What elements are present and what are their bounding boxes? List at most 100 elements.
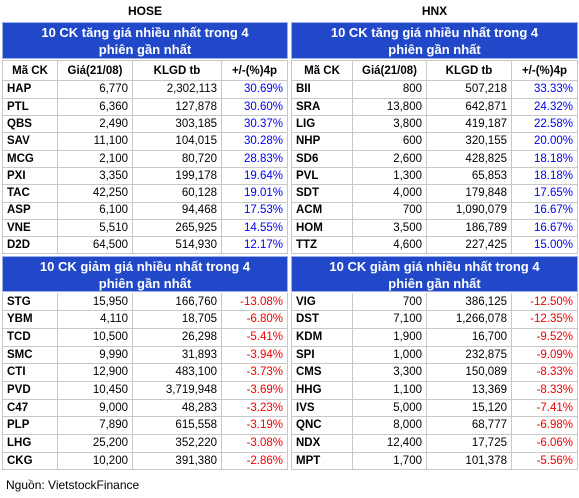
ticker: VIG — [291, 293, 353, 312]
column-header: Mã CK — [291, 60, 353, 81]
cell-value: 6,770 — [58, 81, 133, 99]
cell-value: -8.33% — [512, 363, 578, 382]
cell-value: 6,360 — [58, 98, 133, 117]
cell-value: 12,400 — [353, 434, 427, 453]
cell-value: -5.41% — [222, 328, 288, 347]
cell-value: 10,200 — [58, 452, 133, 471]
cell-value: 42,250 — [58, 184, 133, 203]
cell-value: -8.33% — [512, 381, 578, 400]
exchange-label: HOSE — [127, 4, 162, 18]
cell-value: 15,120 — [427, 399, 512, 418]
ticker: PVL — [291, 167, 353, 186]
cell-value: -9.09% — [512, 346, 578, 365]
cell-value: 127,878 — [133, 98, 222, 117]
cell-value: 60,128 — [133, 184, 222, 203]
cell-value: 25,200 — [58, 434, 133, 453]
cell-value: -5.56% — [512, 452, 578, 471]
ticker: TTZ — [291, 236, 353, 255]
cell-value: 1,000 — [353, 346, 427, 365]
cell-value: 1,900 — [353, 328, 427, 347]
cell-value: 179,848 — [427, 184, 512, 203]
ticker: C47 — [2, 399, 58, 418]
cell-value: 24.32% — [512, 98, 578, 117]
cell-value: 17.53% — [222, 202, 288, 220]
exchange-label: HNX — [421, 4, 448, 18]
cell-value: -3.23% — [222, 399, 288, 418]
cell-value: -2.86% — [222, 452, 288, 471]
cell-value: -12.50% — [512, 293, 578, 312]
cell-value: 13,800 — [353, 98, 427, 117]
ticker: HHG — [291, 381, 353, 400]
cell-value: -6.06% — [512, 434, 578, 453]
cell-value: 265,925 — [133, 219, 222, 238]
column-header: +/-(%)4p — [222, 60, 288, 81]
column-header: +/-(%)4p — [512, 60, 578, 81]
ticker: SDT — [291, 184, 353, 203]
ticker: PTL — [2, 98, 58, 117]
cell-value: 22.58% — [512, 115, 578, 134]
cell-value: -3.94% — [222, 346, 288, 365]
cell-value: 19.64% — [222, 167, 288, 186]
ticker: SAV — [2, 132, 58, 151]
cell-value: 18.18% — [512, 150, 578, 168]
cell-value: 6,100 — [58, 202, 133, 220]
ticker: PVD — [2, 381, 58, 400]
cell-value: 5,510 — [58, 219, 133, 238]
cell-value: 94,468 — [133, 202, 222, 220]
cell-value: -12.35% — [512, 310, 578, 329]
source: Nguồn: VietstockFinance — [6, 478, 140, 492]
ticker: DST — [291, 310, 353, 329]
cell-value: 10,500 — [58, 328, 133, 347]
cell-value: 4,600 — [353, 236, 427, 255]
cell-value: 18,705 — [133, 310, 222, 329]
ticker: VNE — [2, 219, 58, 238]
ticker: MPT — [291, 452, 353, 471]
ticker: D2D — [2, 236, 58, 255]
ticker: TAC — [2, 184, 58, 203]
cell-value: 30.37% — [222, 115, 288, 134]
cell-value: 48,283 — [133, 399, 222, 418]
cell-value: 16,700 — [427, 328, 512, 347]
cell-value: -3.08% — [222, 434, 288, 453]
ticker: MCG — [2, 150, 58, 168]
cell-value: -6.98% — [512, 416, 578, 436]
ticker: KDM — [291, 328, 353, 347]
section-title: 10 CK giảm giá nhiều nhất trong 4 phiên … — [2, 256, 288, 292]
cell-value: 507,218 — [427, 81, 512, 99]
cell-value: 13,369 — [427, 381, 512, 400]
ticker: SPI — [291, 346, 353, 365]
cell-value: 1,100 — [353, 381, 427, 400]
ticker: CTI — [2, 363, 58, 382]
cell-value: 7,100 — [353, 310, 427, 329]
ticker: SRA — [291, 98, 353, 117]
ticker: ASP — [2, 202, 58, 220]
cell-value: 1,090,079 — [427, 202, 512, 220]
cell-value: 101,378 — [427, 452, 512, 471]
cell-value: 33.33% — [512, 81, 578, 99]
cell-value: 15.00% — [512, 236, 578, 255]
cell-value: 19.01% — [222, 184, 288, 203]
cell-value: 2,302,113 — [133, 81, 222, 99]
column-header: Mã CK — [2, 60, 58, 81]
cell-value: 428,825 — [427, 150, 512, 168]
cell-value: 615,558 — [133, 416, 222, 436]
cell-value: 4,110 — [58, 310, 133, 329]
cell-value: 700 — [353, 202, 427, 220]
cell-value: 3,719,948 — [133, 381, 222, 400]
cell-value: -6.80% — [222, 310, 288, 329]
ticker: IVS — [291, 399, 353, 418]
ticker: STG — [2, 293, 58, 312]
cell-value: 104,015 — [133, 132, 222, 151]
cell-value: 483,100 — [133, 363, 222, 382]
ticker: LIG — [291, 115, 353, 134]
cell-value: 17.65% — [512, 184, 578, 203]
cell-value: 68,777 — [427, 416, 512, 436]
ticker: QNC — [291, 416, 353, 436]
cell-value: 3,350 — [58, 167, 133, 186]
ticker: ACM — [291, 202, 353, 220]
cell-value: 700 — [353, 293, 427, 312]
ticker: PLP — [2, 416, 58, 436]
cell-value: 12,900 — [58, 363, 133, 382]
cell-value: -13.08% — [222, 293, 288, 312]
